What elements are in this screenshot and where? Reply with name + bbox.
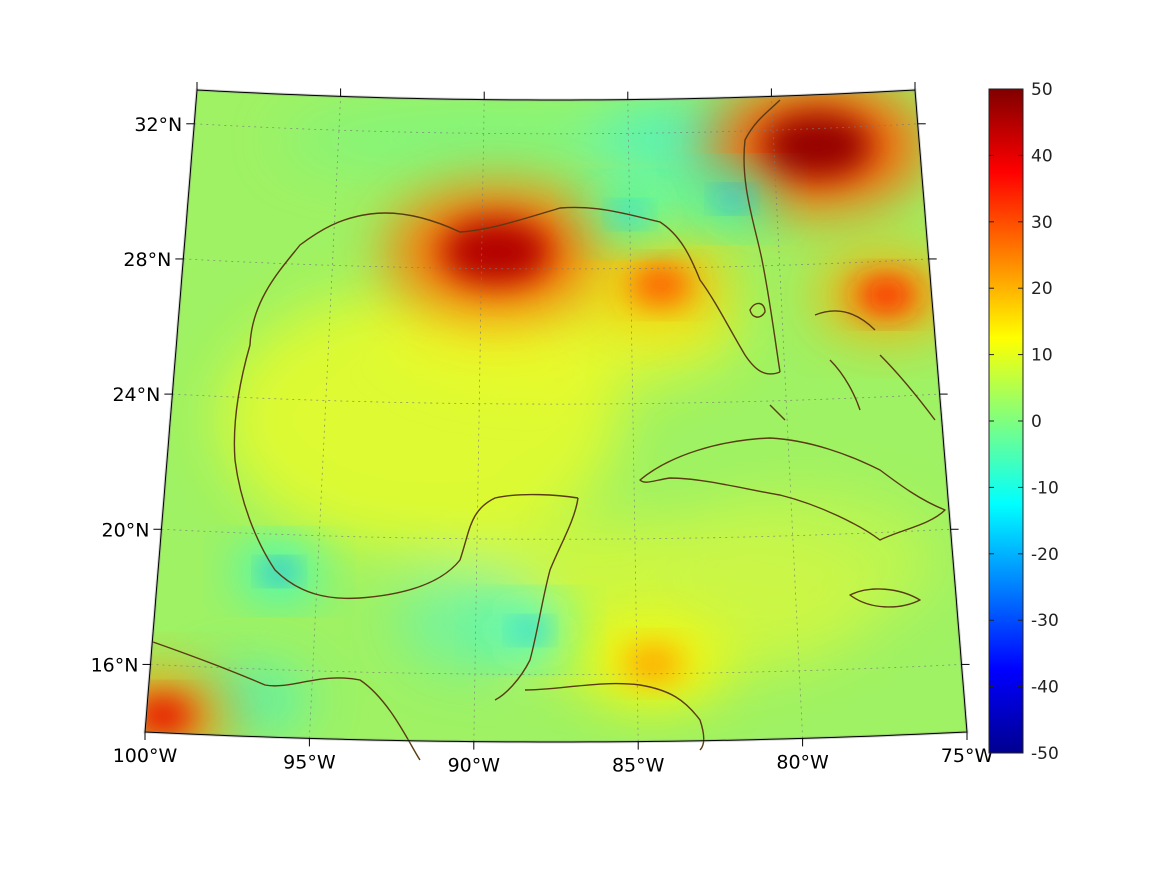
- colorbar-tick: -20: [989, 545, 1059, 565]
- frame-ticks: [142, 82, 970, 750]
- lat-label: 32°N: [134, 114, 182, 136]
- feature-core: [441, 218, 552, 285]
- parallel-line: [183, 258, 929, 270]
- colorbar-tick-label: 50: [1031, 80, 1053, 100]
- feature-bahamas-warm: [816, 252, 957, 337]
- anomaly-field: [145, 90, 967, 742]
- colorbar-tick-label: 30: [1031, 213, 1053, 233]
- gulf-coast-north-west: [152, 641, 421, 761]
- colorbar-tick-label: 10: [1031, 346, 1053, 366]
- lat-label: 16°N: [91, 654, 139, 676]
- feature-honduras-gulf-warm: [583, 621, 724, 706]
- feature-core: [718, 190, 747, 208]
- lake-okeechobee-outline: [749, 302, 766, 318]
- cuba-outline: [639, 437, 946, 541]
- feature-northern-gulf-warm-anomaly: [386, 185, 607, 318]
- lon-label: 80°W: [776, 751, 829, 773]
- feature-core: [856, 276, 917, 313]
- latitude-labels: 16°N 20°N 24°N 28°N 32°N: [91, 114, 183, 677]
- florida-east-coast: [743, 99, 781, 373]
- coastlines: [152, 99, 946, 761]
- feature-veracruz-cold: [241, 548, 318, 595]
- colorbar-tick: 20: [989, 279, 1053, 299]
- parallel-line: [194, 123, 918, 135]
- meridian-line: [309, 96, 341, 739]
- feature-belize-cold: [492, 607, 569, 654]
- lon-label: 75°W: [941, 745, 994, 767]
- feature-core: [623, 645, 684, 682]
- feature-atlantic-northeast-warm: [707, 90, 928, 212]
- field-features: [145, 90, 957, 742]
- mexico-gulf-coast: [233, 206, 781, 461]
- colorbar-tick-label: 40: [1031, 146, 1053, 166]
- colorbar-tick: -40: [989, 678, 1059, 698]
- colorbar-tick-label: -10: [1031, 478, 1059, 498]
- colorbar-tick: 30: [989, 213, 1053, 233]
- meridian-line: [473, 99, 485, 742]
- colorbar-tick: 50: [989, 80, 1053, 100]
- longitude-labels: 100°W 95°W 90°W 85°W 80°W 75°W: [113, 745, 994, 777]
- colorbar-tick-label: 0: [1031, 412, 1042, 432]
- parallel-line: [172, 393, 940, 405]
- colorbar-gradient: [988, 88, 1024, 754]
- colorbar-tick-label: -50: [1031, 744, 1059, 764]
- feature-core: [516, 622, 545, 639]
- colorbar-tick-label: 20: [1031, 279, 1053, 299]
- yucatan-east-coast: [494, 497, 579, 701]
- lat-label: 28°N: [123, 249, 171, 271]
- colorbar: 50 40 30 20 10 0 -10 -20 -30 -40 -50: [988, 80, 1059, 764]
- meridian-line: [627, 99, 639, 742]
- lat-label: 24°N: [112, 384, 160, 406]
- feature-east-florida-coast-cold: [694, 176, 771, 222]
- central-america-caribbean: [524, 682, 705, 751]
- colorbar-tick: -30: [989, 611, 1059, 631]
- feature-core: [762, 112, 873, 179]
- colorbar-ticks: 50 40 30 20 10 0 -10 -20 -30 -40 -50: [989, 80, 1059, 764]
- jamaica-outline: [849, 588, 921, 608]
- colorbar-tick: 0: [989, 412, 1042, 432]
- feature-core: [630, 267, 691, 304]
- lon-label: 85°W: [612, 755, 665, 777]
- bahamas-outline: [769, 310, 936, 421]
- graticule: [144, 89, 968, 742]
- lon-label: 90°W: [448, 755, 501, 777]
- lon-label: 100°W: [113, 745, 178, 767]
- colorbar-tick: 40: [989, 146, 1053, 166]
- lon-label: 95°W: [283, 751, 336, 773]
- feature-core: [145, 697, 193, 734]
- colorbar-tick-label: -20: [1031, 545, 1059, 565]
- mexico-bay-campeche: [234, 459, 579, 600]
- colorbar-tick-label: -40: [1031, 678, 1059, 698]
- meridian-line: [771, 96, 803, 739]
- feature-west-florida-shelf-warm: [590, 243, 731, 328]
- colorbar-tick-label: -30: [1031, 611, 1059, 631]
- lat-label: 20°N: [102, 519, 150, 541]
- colorbar-tick: -50: [989, 744, 1059, 764]
- colorbar-tick: -10: [989, 478, 1059, 498]
- feature-core: [265, 563, 294, 580]
- colorbar-tick: 10: [989, 346, 1053, 366]
